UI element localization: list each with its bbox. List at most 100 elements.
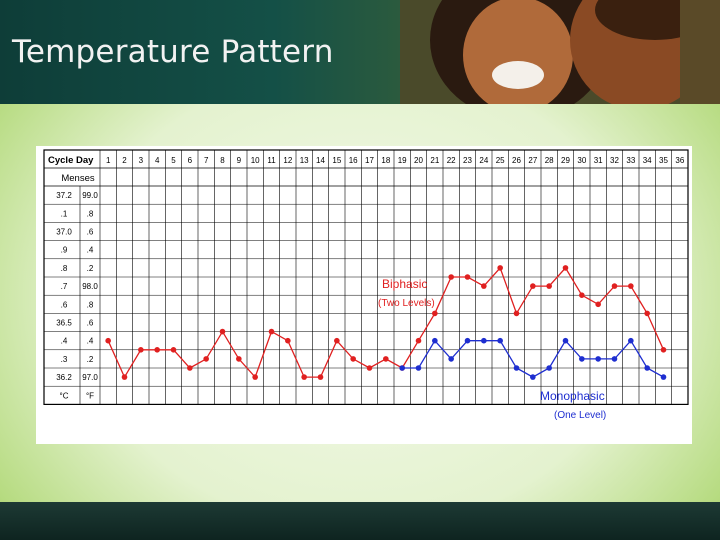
data-point-biphasic	[644, 310, 650, 317]
data-point-biphasic	[105, 337, 111, 344]
data-point-biphasic	[138, 347, 144, 353]
x-tick-label: 26	[512, 156, 521, 165]
data-point-biphasic	[334, 337, 340, 344]
data-point-biphasic	[513, 310, 520, 317]
data-point-biphasic	[301, 374, 307, 380]
data-point-monophasic	[660, 374, 667, 380]
title-banner: Temperature Pattern	[0, 0, 720, 104]
data-point-biphasic	[203, 356, 209, 362]
data-point-biphasic	[317, 374, 324, 380]
monophasic-label: Monophasic	[540, 389, 605, 403]
x-tick-label: 11	[267, 156, 276, 165]
data-point-monophasic	[399, 365, 405, 371]
data-point-biphasic	[154, 347, 160, 353]
data-point-monophasic	[530, 374, 536, 380]
data-point-monophasic	[481, 337, 487, 344]
menses-label: Menses	[61, 173, 95, 184]
y-unit-fahrenheit: °F	[86, 391, 94, 400]
x-tick-label: 34	[643, 156, 652, 165]
data-point-monophasic	[579, 356, 585, 362]
data-point-biphasic	[530, 283, 536, 289]
data-point-biphasic	[595, 301, 601, 308]
x-tick-label: 10	[251, 156, 260, 165]
y-tick-label-celsius: 37.2	[56, 191, 72, 200]
data-point-monophasic	[448, 356, 454, 362]
x-tick-label: 22	[447, 156, 456, 165]
x-tick-label: 19	[398, 156, 407, 165]
x-tick-label: 6	[188, 156, 193, 165]
data-point-biphasic	[383, 356, 389, 362]
data-point-monophasic	[611, 356, 618, 362]
y-tick-label-fahrenheit: .8	[87, 209, 94, 218]
x-tick-label: 5	[171, 156, 176, 165]
x-tick-label: 25	[496, 156, 505, 165]
y-tick-label-celsius: .3	[61, 355, 68, 364]
data-point-biphasic	[628, 283, 634, 289]
y-unit-celsius: °C	[60, 391, 69, 400]
x-tick-label: 15	[332, 156, 341, 165]
data-point-biphasic	[350, 356, 356, 362]
y-tick-label-celsius: 36.2	[56, 373, 72, 382]
x-tick-label: 36	[675, 156, 684, 165]
data-point-biphasic	[219, 328, 226, 335]
header-photo-image	[400, 0, 720, 104]
y-tick-label-fahrenheit: .6	[87, 319, 94, 328]
data-point-biphasic	[481, 283, 487, 289]
data-point-biphasic	[121, 374, 128, 380]
y-tick-label-fahrenheit: 99.0	[82, 191, 98, 200]
data-point-biphasic	[366, 365, 373, 371]
x-tick-label: 16	[349, 156, 358, 165]
y-tick-label-fahrenheit: .4	[87, 337, 94, 346]
data-point-monophasic	[562, 337, 569, 344]
x-tick-label: 13	[300, 156, 309, 165]
temperature-chart-panel: Cycle Day 1 2 3 4 5 6 7 8 9 10 11 12 13 14 15 16 17 18 19 20…	[36, 146, 692, 444]
x-tick-label: 8	[220, 156, 225, 165]
data-point-biphasic	[562, 265, 569, 271]
x-tick-label: 9	[237, 156, 242, 165]
x-tick-label: 12	[283, 156, 292, 165]
data-point-monophasic	[628, 337, 634, 344]
data-point-biphasic	[252, 374, 258, 380]
biphasic-label: Biphasic	[382, 277, 427, 291]
y-tick-label-celsius: .9	[61, 246, 68, 255]
x-tick-label: 30	[577, 156, 586, 165]
y-tick-label-celsius: 37.0	[56, 228, 72, 237]
y-tick-label-celsius: .8	[61, 264, 68, 273]
y-tick-label-celsius: .4	[61, 337, 68, 346]
cycle-day-header: Cycle Day	[48, 155, 94, 166]
data-point-biphasic	[187, 365, 193, 371]
x-tick-label: 2	[122, 156, 127, 165]
x-tick-label: 28	[545, 156, 554, 165]
data-point-monophasic	[513, 365, 520, 371]
data-point-biphasic	[579, 292, 585, 298]
x-tick-label: 4	[155, 156, 160, 165]
y-tick-label-celsius: 36.5	[56, 319, 72, 328]
y-tick-label-fahrenheit: .6	[87, 228, 94, 237]
x-tick-label: 3	[139, 156, 144, 165]
data-point-monophasic	[644, 365, 650, 371]
x-tick-label: 33	[626, 156, 635, 165]
footer-bar	[0, 502, 720, 540]
data-point-biphasic	[546, 283, 552, 289]
data-point-biphasic	[448, 274, 454, 280]
x-tick-label: 24	[479, 156, 488, 165]
y-tick-label-fahrenheit: .4	[87, 246, 94, 255]
x-tick-label: 27	[528, 156, 537, 165]
data-point-biphasic	[464, 274, 471, 280]
x-tick-label: 29	[561, 156, 570, 165]
x-tick-label: 31	[594, 156, 603, 165]
y-tick-label-celsius: .1	[61, 209, 68, 218]
x-tick-label: 35	[659, 156, 668, 165]
x-tick-label: 18	[381, 156, 390, 165]
x-tick-label: 17	[365, 156, 374, 165]
data-point-biphasic	[268, 328, 275, 335]
x-tick-label: 7	[204, 156, 209, 165]
y-tick-label-fahrenheit: .8	[87, 300, 94, 309]
data-point-monophasic	[464, 337, 471, 344]
y-tick-label-fahrenheit: .2	[87, 264, 94, 273]
data-point-biphasic	[170, 347, 177, 353]
x-tick-label: 21	[430, 156, 439, 165]
x-tick-label: 14	[316, 156, 325, 165]
monophasic-sublabel: (One Level)	[554, 410, 606, 421]
y-tick-label-celsius: .7	[61, 282, 68, 291]
